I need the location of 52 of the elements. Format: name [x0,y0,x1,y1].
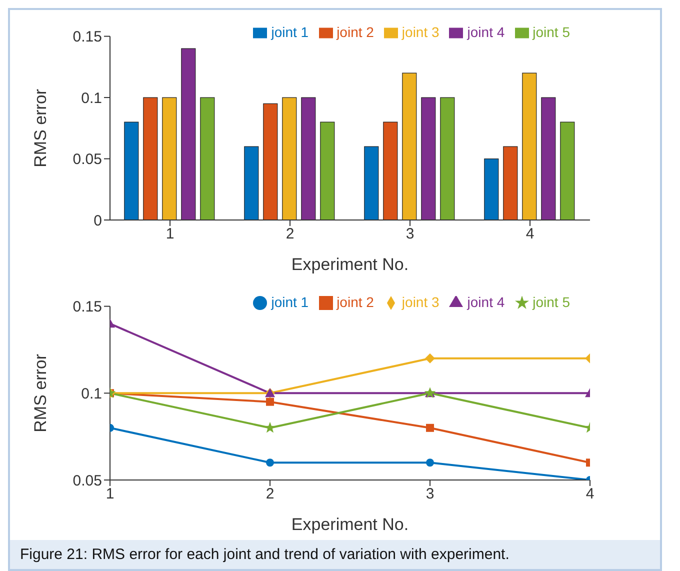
bar [263,103,278,220]
bar [320,122,335,220]
legend-label: joint 2 [336,294,374,310]
legend-label: joint 4 [467,24,505,40]
y-tick-label: 0.1 [81,385,102,402]
legend-label: joint 3 [402,24,440,40]
x-tick-label: 1 [166,226,174,243]
bar [541,97,556,220]
y-tick-label: 0.05 [72,151,102,168]
x-axis-title: Experiment No. [291,515,409,534]
bar [162,97,177,220]
y-tick-label: 0.15 [72,28,102,46]
x-tick-label: 4 [526,226,534,243]
bar [522,72,537,220]
bar [484,158,499,220]
y-axis-title: RMS error [31,354,50,432]
bar [560,122,575,220]
caption: Figure 21: RMS error for each joint and trend of variation with experiment. [10,540,660,569]
legend-label: joint 5 [532,294,570,310]
bar [282,97,297,220]
bar [364,146,379,220]
legend-label: joint 5 [532,24,570,40]
bar [200,97,215,220]
x-tick-label: 2 [286,226,294,243]
point [426,458,434,467]
bar [402,72,417,220]
legend-label: joint 1 [271,24,309,40]
bar [503,146,518,220]
bar [421,97,436,220]
legend-label: joint 1 [271,294,309,310]
bar [440,97,455,220]
y-tick-label: 0 [94,212,102,230]
bar [301,97,316,220]
y-tick-label: 0.15 [72,298,102,316]
x-tick-label: 3 [426,486,434,503]
bar [383,122,398,220]
x-tick-label: 2 [266,486,274,503]
y-tick-label: 0.05 [72,472,102,490]
bar [244,146,259,220]
x-tick-label: 4 [586,486,594,503]
x-tick-label: 3 [406,226,414,243]
bar [143,97,158,220]
x-axis-title: Experiment No. [291,255,409,274]
x-tick-label: 1 [106,486,114,503]
y-axis-title: RMS error [31,88,50,168]
point [266,458,274,467]
y-tick-label: 0.1 [81,90,102,107]
legend-label: joint 3 [402,294,440,310]
legend-label: joint 4 [467,294,505,310]
bar [181,48,196,220]
legend-label: joint 2 [336,24,374,40]
bar [124,122,139,220]
